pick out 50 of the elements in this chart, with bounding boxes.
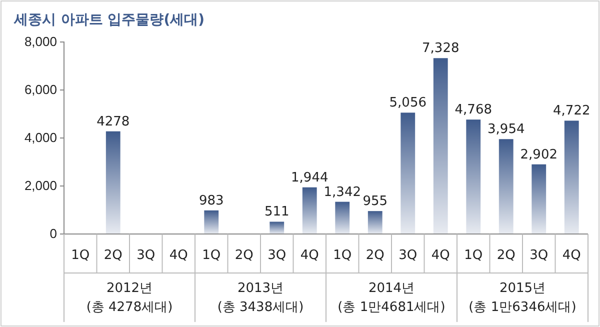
data-label: 7,328 xyxy=(422,41,460,56)
x-tick-label: 2Q xyxy=(366,248,384,263)
data-label: 1,342 xyxy=(324,184,361,200)
x-tick-label: 1Q xyxy=(71,248,90,263)
x-tick-label: 3Q xyxy=(530,248,548,263)
bar xyxy=(335,202,350,234)
text: 2012년 (총 4278세대) xyxy=(86,281,173,315)
data-label: 4,768 xyxy=(454,102,492,118)
data-label: 983 xyxy=(198,193,224,208)
text: 2014년 (총 1만4681세대) xyxy=(338,281,446,315)
x-tick-label: 3Q xyxy=(398,248,418,263)
x-tick-label: 1Q xyxy=(202,248,221,263)
bar xyxy=(368,211,382,234)
y-tick-label: 8,000 xyxy=(24,34,57,50)
y-tick-label: 6,000 xyxy=(24,82,57,98)
x-tick-label: 1Q xyxy=(333,248,352,263)
bar xyxy=(466,120,481,234)
bar xyxy=(433,58,448,234)
x-tick-label: 4Q xyxy=(431,248,450,263)
bar xyxy=(106,131,120,234)
bar xyxy=(400,112,416,234)
data-label: 2,902 xyxy=(520,147,558,162)
x-tick-label: 3Q xyxy=(268,248,286,263)
x-tick-label: 2Q xyxy=(234,248,254,263)
bar xyxy=(532,164,546,234)
data-label: 3,954 xyxy=(488,122,525,138)
y-tick-label: 4,000 xyxy=(24,130,57,146)
data-label: 5,056 xyxy=(389,96,426,111)
bar xyxy=(204,210,219,234)
data-label: 4278 xyxy=(96,114,130,130)
x-tick-label: 4Q xyxy=(562,248,581,263)
text: 2015년 (총 1만6346세대) xyxy=(468,281,576,315)
bar xyxy=(270,222,284,234)
bar xyxy=(498,139,514,234)
x-tick-label: 2Q xyxy=(496,248,516,263)
bar xyxy=(564,120,579,234)
data-label: 1,944 xyxy=(291,170,328,186)
x-tick-label: 3Q xyxy=(136,248,156,263)
data-label: 4,722 xyxy=(553,104,590,119)
x-tick-label: 4Q xyxy=(169,248,188,263)
x-tick-label: 1Q xyxy=(464,248,483,263)
y-tick-label: 0 xyxy=(50,226,57,242)
chart-title: 세종시 아파트 입주물량(세대) xyxy=(13,12,205,28)
y-tick-label: 2,000 xyxy=(24,178,57,194)
text: 2013년 (총 3438세대) xyxy=(217,281,304,315)
x-tick-label: 2Q xyxy=(104,248,122,263)
x-tick-label: 4Q xyxy=(300,248,319,263)
bar xyxy=(302,187,317,234)
data-label: 511 xyxy=(264,204,290,220)
data-label: 955 xyxy=(362,194,388,210)
